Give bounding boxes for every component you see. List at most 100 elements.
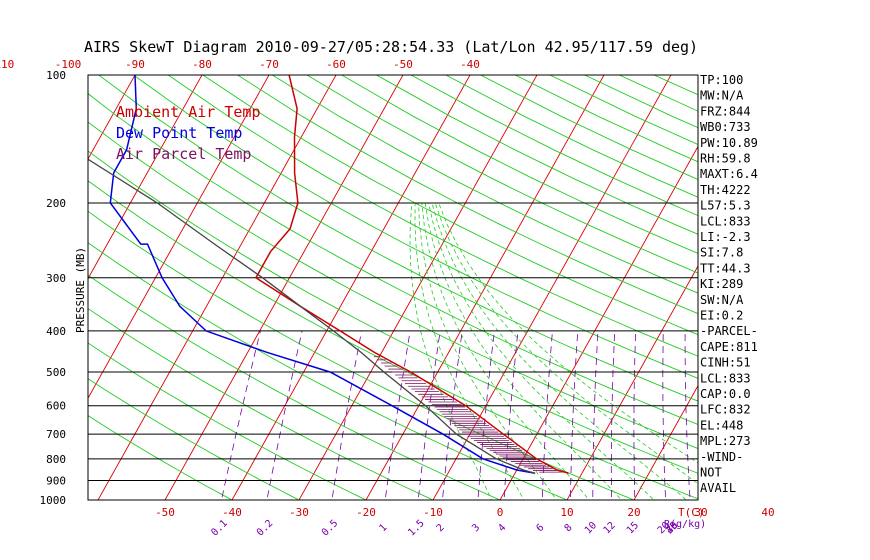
dry-adiabat-line <box>202 75 698 336</box>
legend-dewpoint: Dew Point Temp <box>116 124 242 142</box>
pressure-tick-label: 300 <box>46 272 66 285</box>
y-axis-label: PRESSURE (MB) <box>74 247 87 333</box>
mixing-ratio-line <box>633 330 636 500</box>
mixing-ratio-tick-label: 0.5 <box>320 518 341 539</box>
dewpoint-temp-line <box>109 75 536 474</box>
bottom-temp-tick-label: -10 <box>423 506 443 519</box>
bottom-temp-tick-label: 20 <box>627 506 640 519</box>
mixing-ratio-line <box>570 330 579 500</box>
stability-index: EL:448 <box>700 418 743 432</box>
bottom-temp-tick-label: -50 <box>155 506 175 519</box>
pressure-tick-label: 1000 <box>40 494 67 507</box>
moist-adiabat-line <box>434 202 698 485</box>
plot-frame <box>87 74 699 501</box>
stability-index: NOT <box>700 466 722 480</box>
mixing-ratio-line <box>684 330 691 500</box>
mixing-ratio-line <box>503 330 519 500</box>
stability-index: -WIND- <box>700 450 743 464</box>
mixing-ratio-line <box>662 330 667 500</box>
isotherm-line <box>88 75 136 160</box>
dry-adiabat-line <box>445 75 698 198</box>
dry-adiabat-line <box>237 75 698 315</box>
dry-adiabat-line <box>88 93 698 425</box>
stability-index: MPL:273 <box>700 434 751 448</box>
stability-index: KI:289 <box>700 277 743 291</box>
mixing-ratio-tick-label: 0.2 <box>255 518 276 539</box>
mixing-ratio-line <box>331 330 362 500</box>
bottom-temp-tick-label: 10 <box>560 506 573 519</box>
isotherm-line <box>763 66 870 509</box>
stability-index: TP:100 <box>700 73 743 87</box>
moist-adiabat-line <box>414 202 525 500</box>
dry-adiabat-line <box>88 121 698 450</box>
mixing-ratio-line <box>442 330 463 500</box>
stability-index: LCL:833 <box>700 371 751 385</box>
moist-adiabat-line <box>409 202 492 500</box>
mixing-ratio-line <box>417 330 441 500</box>
legend-ambient: Ambient Air Temp <box>116 103 261 121</box>
isotherm-line <box>0 66 6 509</box>
stability-index: SW:N/A <box>700 293 744 307</box>
moist-adiabat-line <box>424 202 622 500</box>
stability-index: AVAIL <box>700 481 736 495</box>
stability-index: PW:10.89 <box>700 136 758 150</box>
grid-layer <box>0 66 870 509</box>
dry-adiabat-line <box>88 150 698 474</box>
legend: Ambient Air Temp Dew Point Temp Air Parc… <box>116 103 261 163</box>
dry-adiabat-line <box>410 75 698 217</box>
top-temp-tick-label: -80 <box>192 58 212 71</box>
dry-adiabat-line <box>272 75 698 294</box>
isotherm-line <box>231 75 471 500</box>
dry-adiabat-line <box>167 75 698 357</box>
top-temp-tick-label: -70 <box>259 58 279 71</box>
top-temp-tick-label: -50 <box>393 58 413 71</box>
bottom-temp-tick-label: 30 <box>694 506 707 519</box>
stability-index: LI:-2.3 <box>700 230 751 244</box>
dry-adiabat-line <box>88 378 300 500</box>
moist-adiabat-line <box>428 202 655 500</box>
mixing-ratio-tick-label: 12 <box>602 520 618 536</box>
stability-index: RH:59.8 <box>700 152 751 166</box>
stability-index: CINH:51 <box>700 356 751 370</box>
dry-adiabat-line <box>88 210 636 500</box>
mixing-ratio-tick-label: 8 <box>563 522 575 534</box>
mixing-ratio-tick-label: 6 <box>535 522 547 534</box>
stability-index: CAPE:811 <box>700 340 758 354</box>
dry-adiabat-line <box>88 274 502 500</box>
pressure-tick-label: 200 <box>46 197 66 210</box>
bottom-temp-tick-label: -20 <box>356 506 376 519</box>
mixing-ratio-line <box>592 330 599 500</box>
stability-index: L57:5.3 <box>700 199 751 213</box>
pressure-tick-label: 600 <box>46 400 66 413</box>
mixing-ratio-line <box>220 330 261 500</box>
pressure-tick-label: 500 <box>46 366 66 379</box>
stability-index: MW:N/A <box>700 89 744 103</box>
isotherm-line <box>164 75 404 500</box>
isotherm-line <box>365 75 605 500</box>
stability-index: FRZ:844 <box>700 104 751 118</box>
dry-adiabat-line <box>88 415 233 500</box>
stability-index: SI:7.8 <box>700 246 743 260</box>
mixing-ratio-tick-label: 3 <box>470 522 482 534</box>
mixing-ratio-line <box>266 330 303 500</box>
top-temp-tick-label: -90 <box>125 58 145 71</box>
mixing-ratio-tick-label: 10 <box>583 520 599 536</box>
pressure-tick-label: 900 <box>46 475 66 488</box>
bottom-temp-tick-label: -30 <box>289 506 309 519</box>
dry-adiabat-line <box>88 180 698 500</box>
bottom-temp-tick-label: 0 <box>497 506 504 519</box>
moist-adiabat-line <box>431 202 687 500</box>
dry-adiabat-line <box>88 342 368 500</box>
stability-index: CAP:0.0 <box>700 387 751 401</box>
dry-adiabat-line <box>306 75 698 274</box>
stability-index: WB0:733 <box>700 120 751 134</box>
cape-hatch <box>373 356 563 473</box>
pressure-tick-label: 100 <box>46 69 66 82</box>
isotherm-line <box>566 265 698 500</box>
mixing-ratio-tick-label: 1.5 <box>406 518 427 539</box>
pressure-tick-label: 700 <box>46 428 66 441</box>
isotherm-line <box>88 75 270 400</box>
mixing-ratio-tick-label: 4 <box>496 522 508 534</box>
moist-adiabat-line <box>421 202 590 500</box>
